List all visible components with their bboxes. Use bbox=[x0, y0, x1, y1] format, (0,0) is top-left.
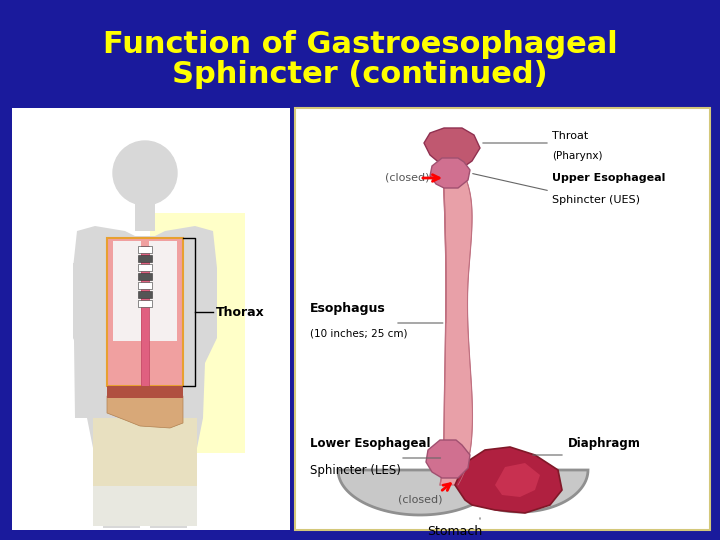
Text: Stomach: Stomach bbox=[428, 525, 482, 538]
Text: (closed): (closed) bbox=[397, 495, 442, 505]
Polygon shape bbox=[455, 447, 562, 513]
FancyBboxPatch shape bbox=[138, 264, 152, 271]
Circle shape bbox=[113, 141, 177, 205]
Text: Function of Gastroesophageal: Function of Gastroesophageal bbox=[103, 30, 617, 59]
FancyBboxPatch shape bbox=[93, 486, 197, 526]
Polygon shape bbox=[426, 440, 470, 478]
Text: (closed): (closed) bbox=[385, 173, 430, 183]
Polygon shape bbox=[424, 128, 480, 171]
Polygon shape bbox=[103, 486, 140, 528]
FancyBboxPatch shape bbox=[138, 300, 152, 307]
Polygon shape bbox=[85, 363, 205, 488]
Text: Thorax: Thorax bbox=[216, 306, 265, 319]
Text: Sphincter (LES): Sphincter (LES) bbox=[310, 464, 401, 477]
FancyBboxPatch shape bbox=[149, 241, 177, 341]
FancyBboxPatch shape bbox=[12, 108, 290, 530]
Polygon shape bbox=[73, 263, 92, 418]
FancyBboxPatch shape bbox=[295, 108, 710, 530]
FancyBboxPatch shape bbox=[107, 386, 183, 398]
Polygon shape bbox=[73, 226, 217, 363]
FancyBboxPatch shape bbox=[138, 273, 152, 280]
Text: Sphincter (continued): Sphincter (continued) bbox=[172, 60, 548, 89]
FancyBboxPatch shape bbox=[138, 291, 152, 298]
FancyBboxPatch shape bbox=[107, 238, 183, 413]
FancyBboxPatch shape bbox=[135, 203, 155, 231]
Text: Esophagus: Esophagus bbox=[310, 302, 386, 315]
Text: Upper Esophageal: Upper Esophageal bbox=[552, 173, 665, 183]
Text: Throat: Throat bbox=[552, 131, 588, 141]
Text: (10 inches; 25 cm): (10 inches; 25 cm) bbox=[310, 328, 408, 338]
FancyBboxPatch shape bbox=[93, 418, 197, 513]
Text: Lower Esophageal: Lower Esophageal bbox=[310, 437, 431, 450]
Polygon shape bbox=[495, 463, 540, 497]
FancyBboxPatch shape bbox=[141, 246, 149, 386]
Polygon shape bbox=[107, 396, 183, 428]
Text: (Pharynx): (Pharynx) bbox=[552, 151, 603, 161]
FancyBboxPatch shape bbox=[138, 255, 152, 262]
FancyBboxPatch shape bbox=[138, 246, 152, 253]
FancyBboxPatch shape bbox=[150, 213, 245, 453]
Text: Diaphragm: Diaphragm bbox=[568, 437, 641, 450]
Polygon shape bbox=[338, 470, 502, 515]
Text: Sphincter (UES): Sphincter (UES) bbox=[552, 195, 640, 205]
Polygon shape bbox=[150, 486, 187, 528]
FancyBboxPatch shape bbox=[138, 282, 152, 289]
Polygon shape bbox=[452, 470, 588, 512]
Polygon shape bbox=[440, 163, 472, 485]
Polygon shape bbox=[198, 263, 217, 418]
FancyBboxPatch shape bbox=[113, 241, 141, 341]
Polygon shape bbox=[430, 158, 470, 188]
